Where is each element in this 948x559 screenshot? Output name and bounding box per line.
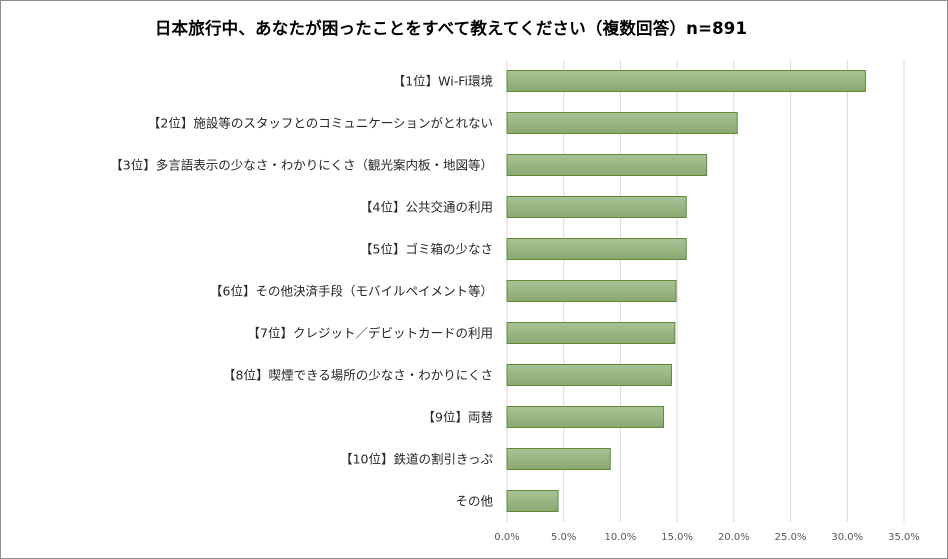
x-tick-label: 10.0% (605, 532, 637, 543)
category-label: その他 (455, 494, 493, 509)
x-tick-label: 15.0% (661, 532, 693, 543)
bar (506, 280, 677, 302)
category-label: 【3位】多言語表示の少なさ・わかりにくさ（観光案内板・地図等） (110, 158, 493, 173)
bar (506, 238, 687, 260)
x-tick-label: 5.0% (551, 532, 576, 543)
bar (506, 196, 687, 218)
category-label: 【7位】クレジット／デビットカードの利用 (248, 326, 493, 341)
category-label: 【6位】その他決済手段（モバイルペイメント等） (210, 284, 493, 299)
category-label: 【1位】Wi-Fi環境 (393, 74, 493, 89)
x-tick-label: 30.0% (831, 532, 863, 543)
bar (506, 490, 559, 512)
x-tick-label: 25.0% (775, 532, 807, 543)
category-label: 【4位】公共交通の利用 (360, 200, 493, 215)
x-axis-ticks: 0.0% 5.0% 10.0% 15.0% 20.0% 25.0% 30.0% 35.0% (494, 532, 920, 543)
x-tick-label: 35.0% (888, 532, 920, 543)
x-tick-label: 0.0% (494, 532, 519, 543)
category-label: 【5位】ゴミ箱の少なさ (360, 242, 493, 257)
chart-title: 日本旅行中、あなたが困ったことをすべて教えてください（複数回答）n=891 (154, 19, 748, 38)
category-label: 【10位】鉄道の割引きっぷ (340, 452, 493, 467)
bar (506, 322, 676, 344)
bar (506, 448, 611, 470)
category-labels: 【1位】Wi-Fi環境【2位】施設等のスタッフとのコミュニケーションがとれない【… (110, 74, 493, 509)
bar (506, 70, 866, 92)
bars (506, 70, 866, 512)
bar (506, 112, 738, 134)
category-label: 【8位】喫煙できる場所の少なさ・わかりにくさ (223, 368, 493, 383)
bar (506, 364, 672, 386)
bar (506, 154, 708, 176)
category-label: 【9位】両替 (423, 410, 494, 425)
bar (506, 406, 665, 428)
x-tick-label: 20.0% (718, 532, 750, 543)
category-label: 【2位】施設等のスタッフとのコミュニケーションがとれない (148, 116, 493, 131)
